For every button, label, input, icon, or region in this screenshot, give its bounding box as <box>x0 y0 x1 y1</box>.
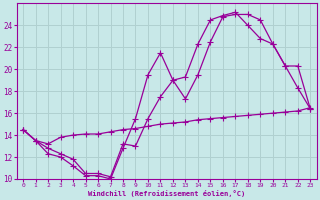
X-axis label: Windchill (Refroidissement éolien,°C): Windchill (Refroidissement éolien,°C) <box>88 190 245 197</box>
